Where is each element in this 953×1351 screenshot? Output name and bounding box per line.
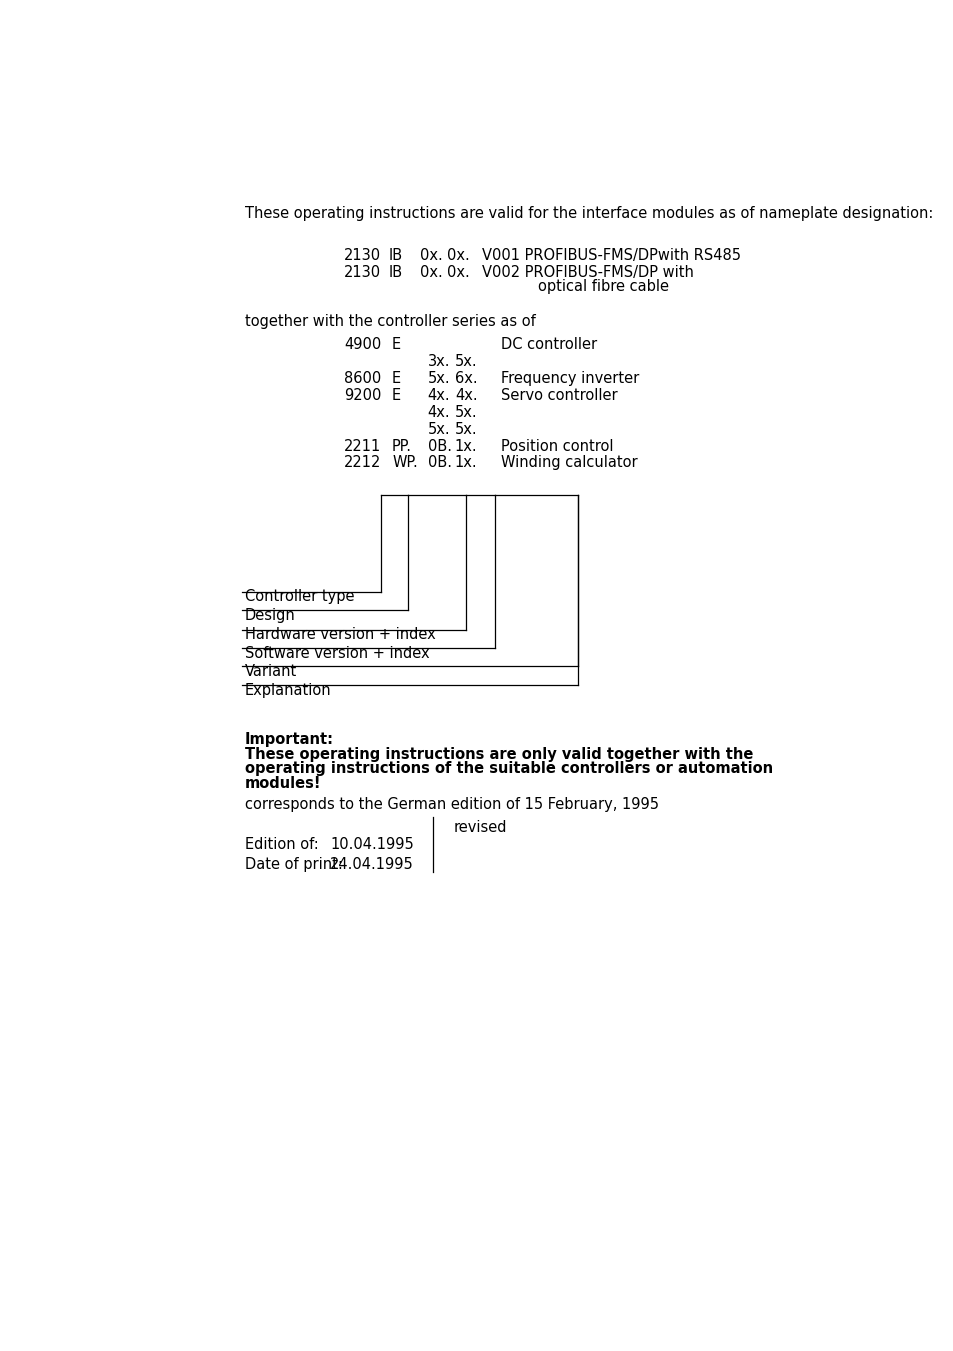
Text: Design: Design <box>245 608 295 623</box>
Text: Software version + index: Software version + index <box>245 646 429 661</box>
Text: Variant: Variant <box>245 665 296 680</box>
Text: Important:: Important: <box>245 732 334 747</box>
Text: Frequency inverter: Frequency inverter <box>500 370 639 386</box>
Text: 3x.: 3x. <box>427 354 450 369</box>
Text: 5x.: 5x. <box>427 422 450 436</box>
Text: 2130: 2130 <box>344 249 381 263</box>
Text: 0x.: 0x. <box>447 265 469 280</box>
Text: Edition of:: Edition of: <box>245 836 318 851</box>
Text: operating instructions of the suitable controllers or automation: operating instructions of the suitable c… <box>245 761 772 777</box>
Text: Servo controller: Servo controller <box>500 388 618 403</box>
Text: 0B.: 0B. <box>427 455 451 470</box>
Text: 0B.: 0B. <box>427 439 451 454</box>
Text: These operating instructions are only valid together with the: These operating instructions are only va… <box>245 747 752 762</box>
Text: V002 PROFIBUS-FMS/DP with: V002 PROFIBUS-FMS/DP with <box>481 265 693 280</box>
Text: 9200: 9200 <box>344 388 381 403</box>
Text: 4900: 4900 <box>344 336 381 351</box>
Text: Date of print:: Date of print: <box>245 857 342 871</box>
Text: WP.: WP. <box>392 455 417 470</box>
Text: Hardware version + index: Hardware version + index <box>245 627 436 642</box>
Text: together with the controller series as of: together with the controller series as o… <box>245 313 535 328</box>
Text: 5x.: 5x. <box>455 405 476 420</box>
Text: E: E <box>392 336 401 351</box>
Text: IB: IB <box>389 249 403 263</box>
Text: 2130: 2130 <box>344 265 381 280</box>
Text: IB: IB <box>389 265 403 280</box>
Text: 4x.: 4x. <box>427 405 450 420</box>
Text: corresponds to the German edition of 15 February, 1995: corresponds to the German edition of 15 … <box>245 797 659 812</box>
Text: DC controller: DC controller <box>500 336 597 351</box>
Text: PP.: PP. <box>392 439 412 454</box>
Text: revised: revised <box>454 820 507 835</box>
Text: 2211: 2211 <box>344 439 381 454</box>
Text: 1x.: 1x. <box>455 455 476 470</box>
Text: E: E <box>392 388 401 403</box>
Text: 24.04.1995: 24.04.1995 <box>330 857 414 871</box>
Text: These operating instructions are valid for the interface modules as of nameplate: These operating instructions are valid f… <box>245 205 932 222</box>
Text: optical fibre cable: optical fibre cable <box>537 280 668 295</box>
Text: 8600: 8600 <box>344 370 381 386</box>
Text: Explanation: Explanation <box>245 682 331 697</box>
Text: 0x.: 0x. <box>419 265 442 280</box>
Text: 10.04.1995: 10.04.1995 <box>330 836 414 851</box>
Text: 1x.: 1x. <box>455 439 476 454</box>
Text: E: E <box>392 370 401 386</box>
Text: modules!: modules! <box>245 775 321 790</box>
Text: 0x.: 0x. <box>447 249 469 263</box>
Text: 5x.: 5x. <box>427 370 450 386</box>
Text: 0x.: 0x. <box>419 249 442 263</box>
Text: 6x.: 6x. <box>455 370 476 386</box>
Text: 4x.: 4x. <box>427 388 450 403</box>
Text: Winding calculator: Winding calculator <box>500 455 638 470</box>
Text: Controller type: Controller type <box>245 589 354 604</box>
Text: V001 PROFIBUS-FMS/DPwith RS485: V001 PROFIBUS-FMS/DPwith RS485 <box>481 249 740 263</box>
Text: 5x.: 5x. <box>455 422 476 436</box>
Text: 4x.: 4x. <box>455 388 476 403</box>
Text: 2212: 2212 <box>344 455 381 470</box>
Text: 5x.: 5x. <box>455 354 476 369</box>
Text: Position control: Position control <box>500 439 613 454</box>
